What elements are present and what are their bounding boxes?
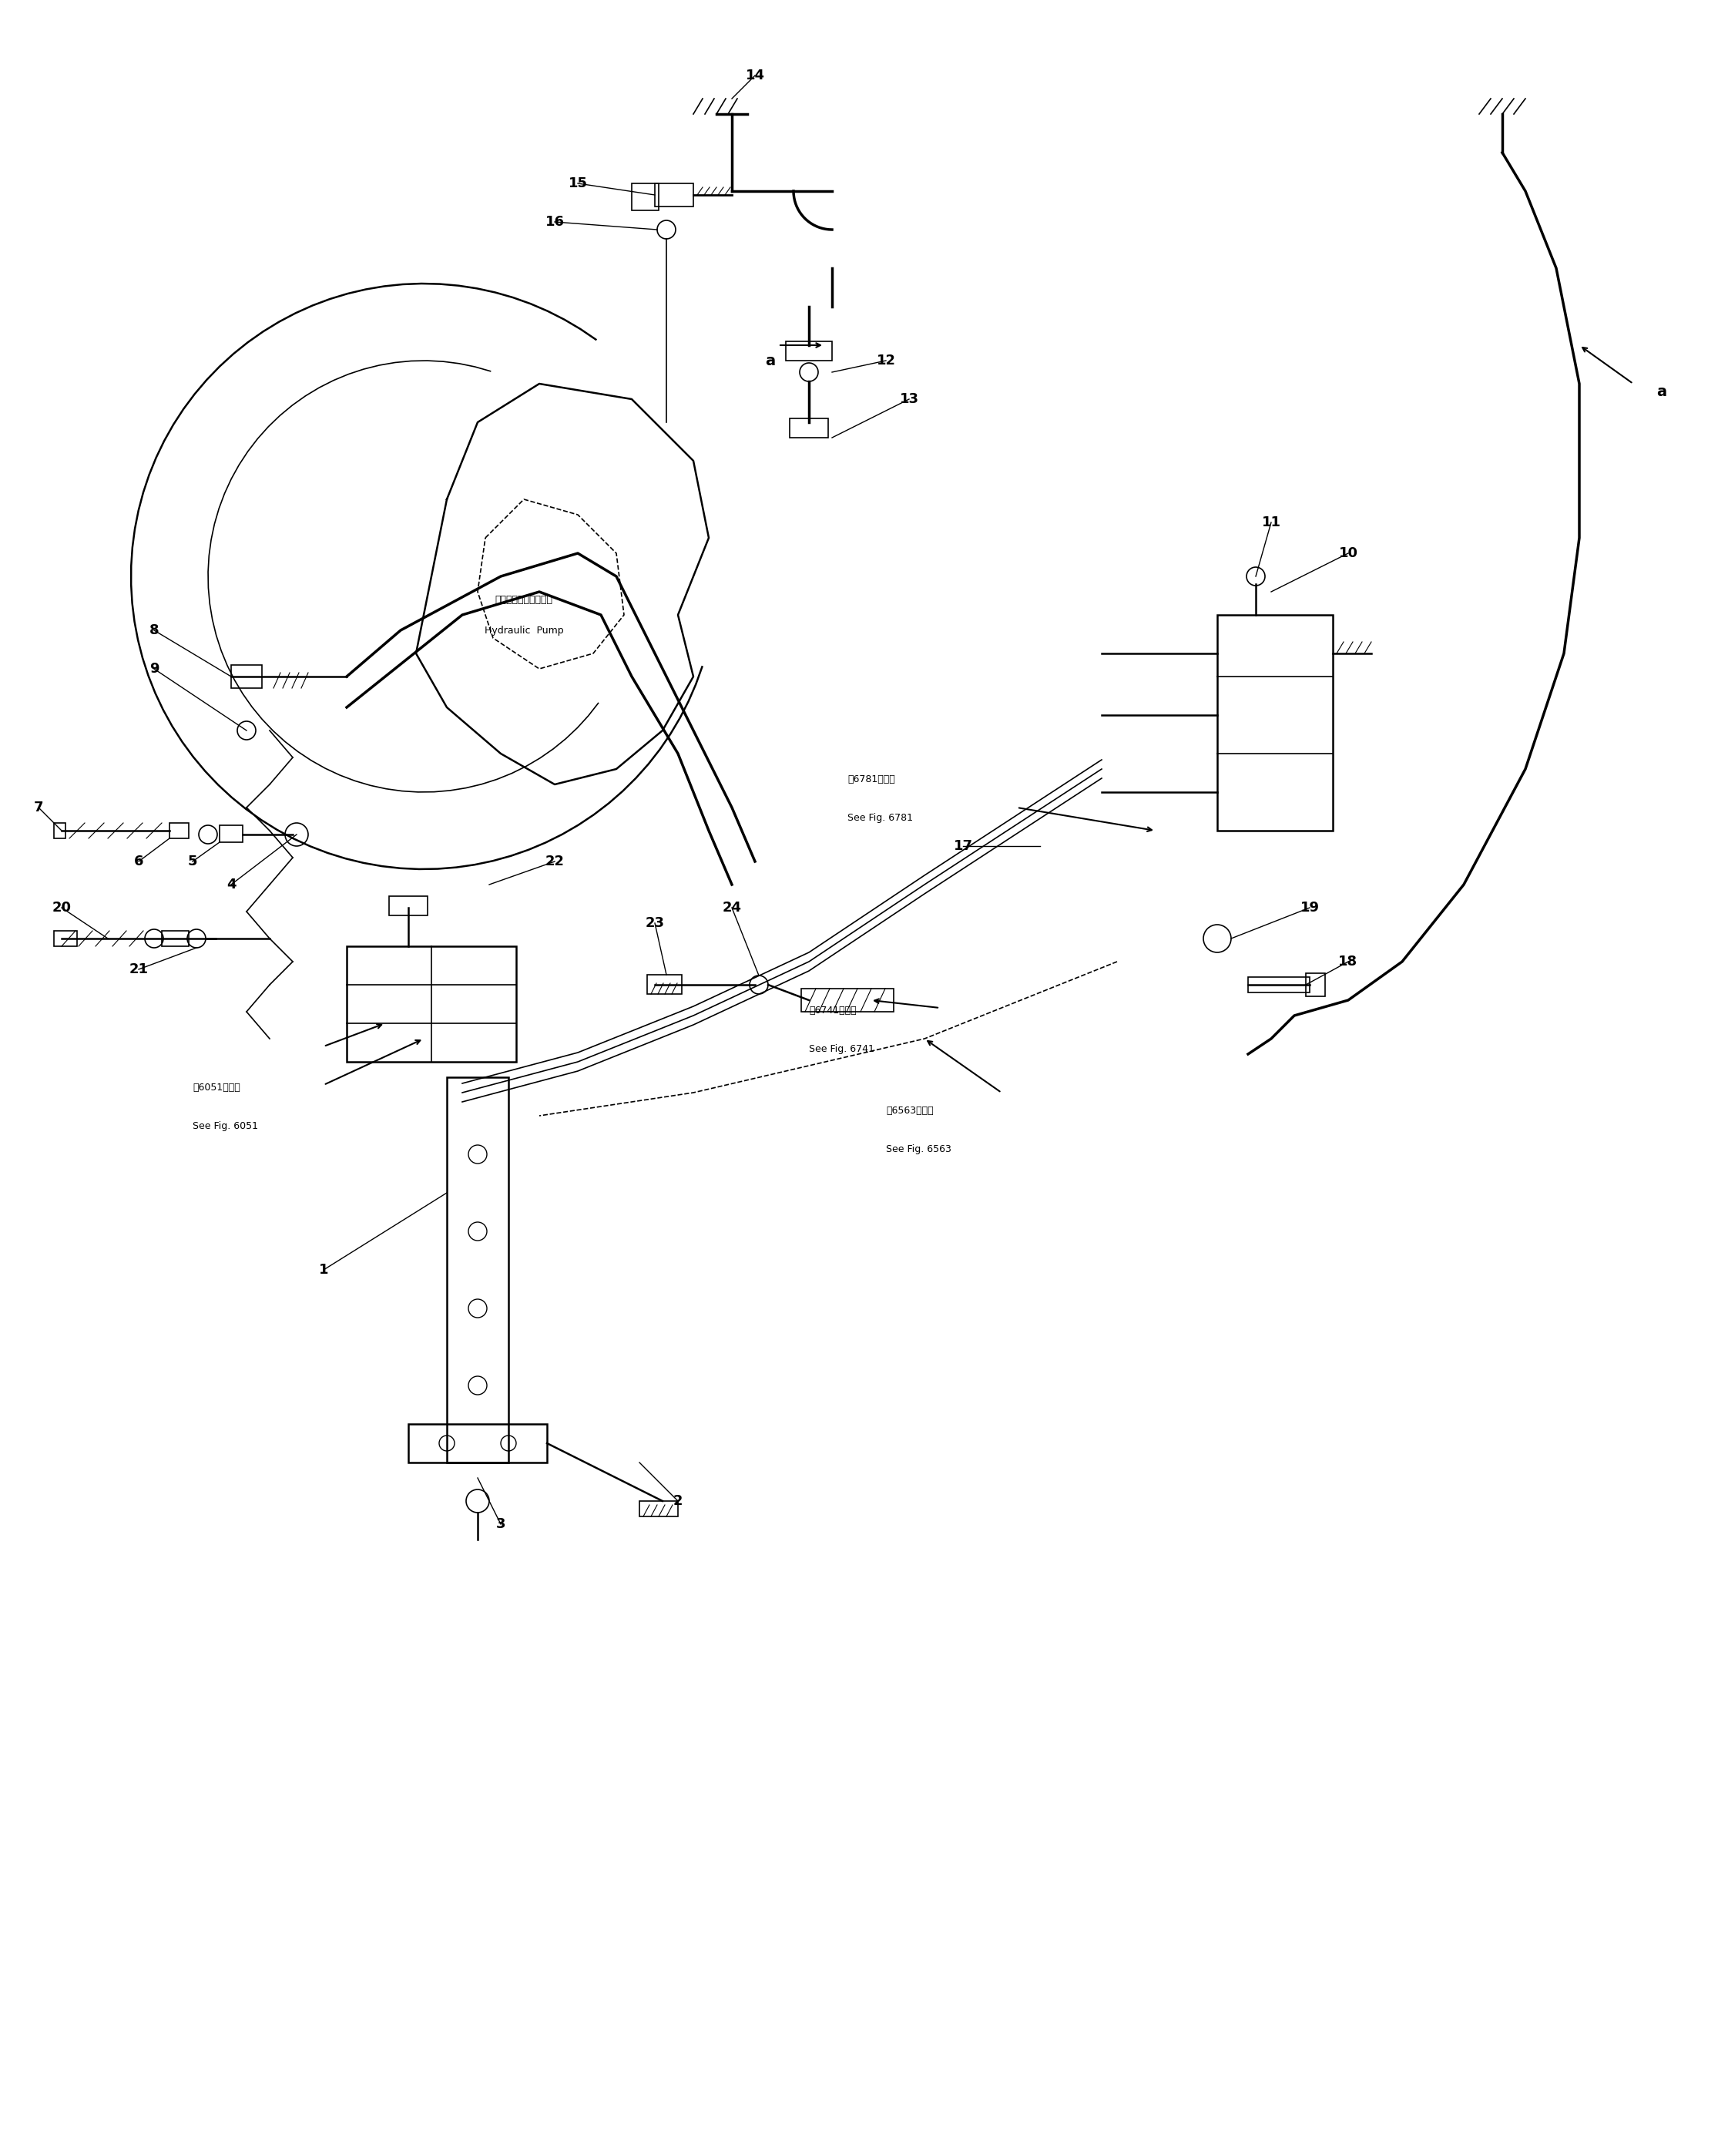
- Bar: [790, 418, 828, 438]
- Text: 16: 16: [544, 216, 565, 229]
- Text: 第6741図参照: 第6741図参照: [809, 1005, 857, 1015]
- Text: 19: 19: [1299, 901, 1318, 914]
- Text: 23: 23: [645, 916, 665, 929]
- Text: 17: 17: [954, 839, 973, 854]
- Text: See Fig. 6051: See Fig. 6051: [192, 1121, 257, 1132]
- Bar: [639, 1501, 677, 1516]
- Text: 第6051図参照: 第6051図参照: [192, 1082, 240, 1093]
- Bar: [646, 975, 683, 994]
- Text: 7: 7: [35, 800, 43, 815]
- Text: ハイドロリックポンプ: ハイドロリックポンプ: [494, 595, 553, 604]
- Text: 11: 11: [1261, 515, 1280, 530]
- Bar: [1217, 614, 1332, 830]
- Text: a: a: [766, 354, 776, 369]
- Text: See Fig. 6563: See Fig. 6563: [886, 1145, 952, 1153]
- Text: See Fig. 6741: See Fig. 6741: [809, 1044, 874, 1054]
- Text: 第6563図参照: 第6563図参照: [886, 1106, 933, 1117]
- Text: 6: 6: [133, 854, 143, 869]
- Bar: [162, 931, 188, 946]
- Text: 24: 24: [722, 901, 741, 914]
- Bar: [802, 990, 893, 1011]
- Bar: [232, 664, 263, 688]
- Bar: [632, 183, 658, 211]
- Bar: [389, 897, 427, 916]
- Text: 20: 20: [52, 901, 71, 914]
- Text: 3: 3: [496, 1518, 506, 1531]
- Text: 13: 13: [900, 392, 919, 405]
- Text: 4: 4: [226, 877, 237, 893]
- Text: 15: 15: [569, 177, 588, 190]
- Text: 1: 1: [318, 1263, 328, 1276]
- Bar: [448, 1078, 508, 1462]
- Bar: [786, 341, 831, 360]
- Bar: [54, 931, 78, 946]
- Bar: [347, 946, 517, 1061]
- Text: Hydraulic  Pump: Hydraulic Pump: [484, 625, 563, 636]
- Text: 2: 2: [674, 1494, 683, 1507]
- Text: 12: 12: [876, 354, 895, 367]
- Text: 14: 14: [745, 69, 764, 82]
- Bar: [169, 824, 188, 839]
- Text: See Fig. 6781: See Fig. 6781: [847, 813, 912, 824]
- Bar: [54, 824, 66, 839]
- Text: 21: 21: [130, 962, 149, 977]
- Text: 22: 22: [544, 854, 565, 869]
- Bar: [219, 826, 242, 843]
- Text: 10: 10: [1339, 545, 1358, 561]
- Bar: [655, 183, 693, 207]
- Bar: [1248, 977, 1310, 992]
- Text: 9: 9: [149, 662, 159, 675]
- Text: 8: 8: [149, 623, 159, 638]
- Text: 18: 18: [1339, 955, 1358, 968]
- Bar: [408, 1423, 548, 1462]
- Text: 5: 5: [188, 854, 197, 869]
- Text: a: a: [1657, 384, 1666, 399]
- Bar: [1306, 972, 1325, 996]
- Text: 第6781図参照: 第6781図参照: [847, 774, 895, 785]
